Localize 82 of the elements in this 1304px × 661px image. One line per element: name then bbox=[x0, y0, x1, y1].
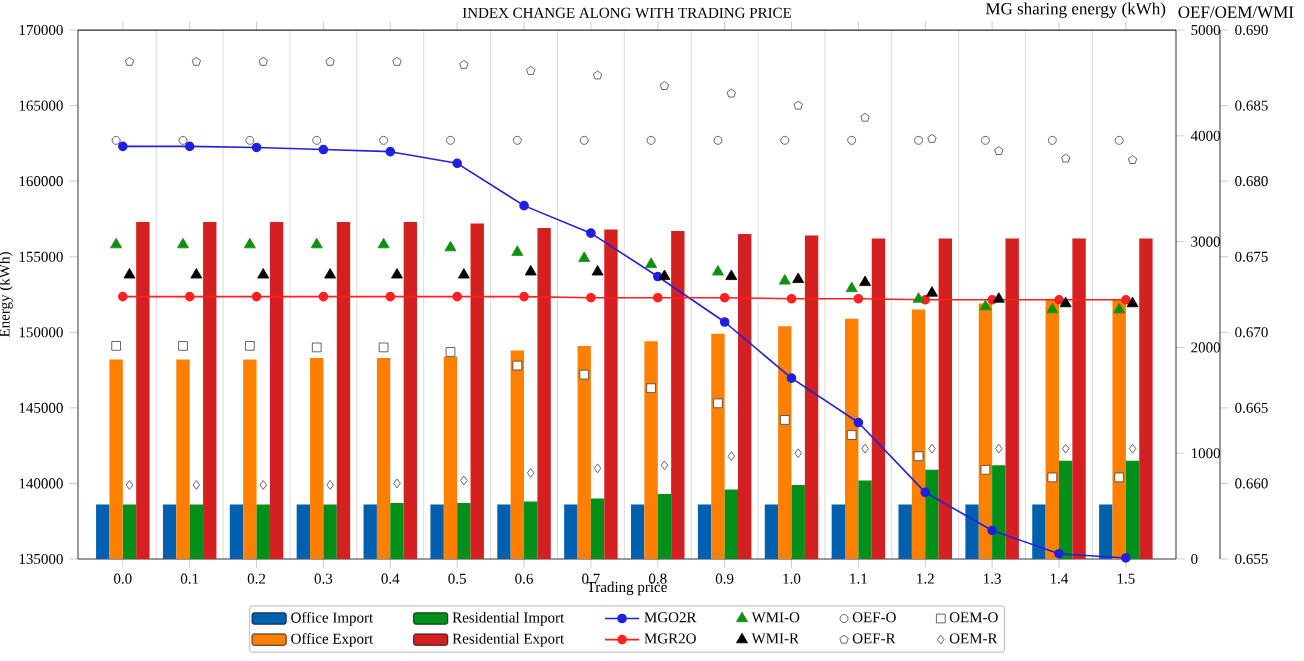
legend-label: Office Import bbox=[291, 611, 374, 626]
point bbox=[1121, 295, 1131, 305]
y-tick-label: 140000 bbox=[19, 478, 63, 489]
point bbox=[118, 291, 128, 302]
x-tick-label: 1.4 bbox=[1050, 573, 1069, 584]
x-tick-label: 0.1 bbox=[180, 573, 199, 584]
x-tick-label: 1.3 bbox=[984, 573, 1001, 584]
point bbox=[920, 487, 931, 498]
legend-label: WMI-R bbox=[751, 633, 800, 644]
chart-title: INDEX CHANGE ALONG WITH TRADING PRICE bbox=[462, 7, 791, 18]
x-tick-label: 1.0 bbox=[783, 573, 801, 584]
x-tick-label: 0.2 bbox=[247, 573, 266, 584]
y3-tick-label: 0.670 bbox=[1235, 327, 1268, 338]
y-tick-label: 150000 bbox=[19, 327, 63, 338]
point bbox=[987, 525, 997, 536]
point bbox=[519, 200, 529, 211]
legend-label: OEF-O bbox=[852, 612, 896, 623]
point bbox=[519, 291, 529, 302]
x-tick-label: 1.2 bbox=[917, 573, 934, 584]
x-tick-label: 1.1 bbox=[850, 573, 867, 584]
point bbox=[318, 144, 329, 155]
y3-tick-label: 0.675 bbox=[1235, 251, 1268, 262]
y-tick-label: 145000 bbox=[19, 402, 63, 413]
y2-tick-label: 0 bbox=[1191, 553, 1198, 565]
y3-tick-label: 0.685 bbox=[1235, 100, 1268, 111]
legend-label: OEM-O bbox=[949, 612, 998, 623]
y2-tick-label: 4000 bbox=[1190, 130, 1221, 141]
point bbox=[452, 158, 462, 169]
y2-axis-title: MG sharing energy (kWh) bbox=[985, 2, 1166, 18]
point bbox=[786, 373, 797, 383]
legend-label: Office Export bbox=[291, 633, 374, 647]
legend-label: Residential Import bbox=[452, 612, 565, 626]
point bbox=[118, 141, 128, 152]
point bbox=[184, 291, 195, 302]
point bbox=[385, 146, 396, 157]
point bbox=[318, 291, 329, 302]
legend-label: OEF-R bbox=[852, 633, 896, 644]
y2-tick-label: 5000 bbox=[1191, 24, 1221, 36]
x-tick-label: 0.4 bbox=[381, 573, 400, 584]
y-tick-label: 155000 bbox=[19, 251, 63, 262]
x-tick-label: 0.5 bbox=[448, 573, 466, 584]
x-tick-label: 0.3 bbox=[314, 573, 333, 584]
y-tick-label: 170000 bbox=[19, 24, 63, 36]
x-tick-label: 1.5 bbox=[1117, 573, 1135, 584]
point bbox=[853, 417, 864, 428]
point bbox=[786, 293, 797, 304]
x-tick-label: 0.8 bbox=[648, 573, 667, 584]
point bbox=[184, 141, 195, 152]
y2-tick-label: 1000 bbox=[1191, 448, 1221, 459]
point bbox=[1121, 553, 1131, 563]
x-tick-label: 0.9 bbox=[715, 573, 734, 584]
y-tick-label: 135000 bbox=[19, 553, 63, 565]
y-tick-label: 165000 bbox=[19, 100, 63, 111]
y-axis-title: Energy (kWh) bbox=[0, 252, 13, 338]
point bbox=[251, 291, 262, 302]
x-tick-label: 0.0 bbox=[114, 573, 132, 584]
point bbox=[452, 291, 462, 302]
legend-label: MGR2O bbox=[644, 633, 696, 644]
y3-tick-label: 0.660 bbox=[1235, 478, 1268, 489]
y3-axis-title: OEF/OEM/WMI bbox=[1178, 6, 1294, 18]
legend-label: MGO2R bbox=[644, 612, 697, 623]
y3-tick-label: 0.665 bbox=[1235, 402, 1268, 413]
point bbox=[719, 317, 730, 327]
legend-label: WMI-O bbox=[751, 612, 800, 623]
point bbox=[251, 142, 262, 153]
point bbox=[652, 292, 663, 303]
legend-label: OEM-R bbox=[949, 633, 998, 644]
point bbox=[586, 292, 596, 303]
x-tick-label: 0.6 bbox=[515, 573, 533, 584]
point bbox=[586, 228, 596, 238]
legend-label: Residential Export bbox=[452, 633, 565, 647]
y2-tick-label: 2000 bbox=[1191, 342, 1221, 353]
point bbox=[853, 293, 864, 304]
point bbox=[719, 292, 730, 303]
point bbox=[385, 291, 396, 302]
y-tick-label: 160000 bbox=[19, 176, 63, 187]
y3-tick-label: 0.690 bbox=[1235, 24, 1268, 36]
point bbox=[1054, 295, 1064, 305]
point bbox=[1054, 548, 1064, 559]
y3-tick-label: 0.655 bbox=[1235, 553, 1268, 565]
y3-tick-label: 0.680 bbox=[1235, 176, 1268, 187]
y2-tick-label: 3000 bbox=[1191, 236, 1221, 247]
